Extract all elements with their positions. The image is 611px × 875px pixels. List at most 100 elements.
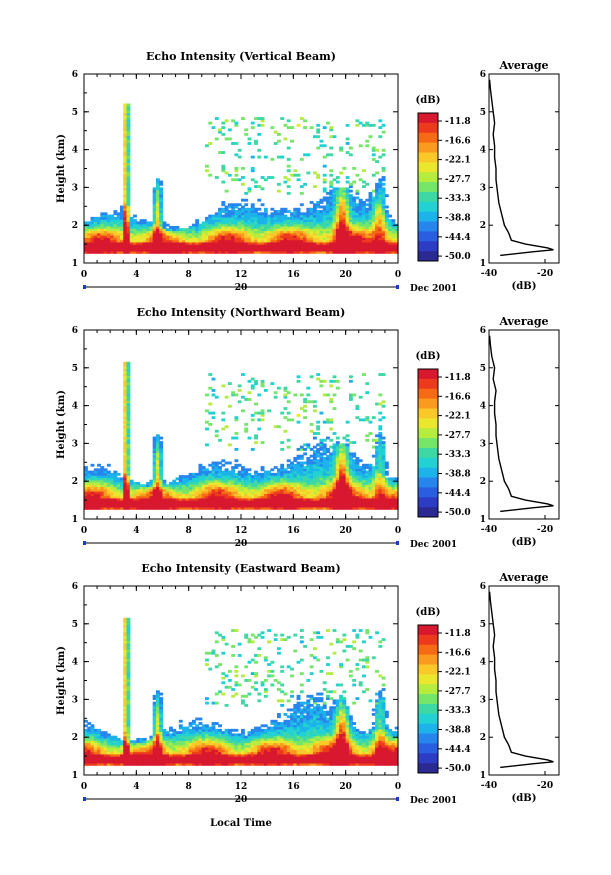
colorbar-swatch <box>418 497 438 508</box>
day-label: 20 <box>235 539 248 549</box>
y-tick-label: 5 <box>72 108 78 118</box>
colorbar-swatch <box>418 674 438 685</box>
colorbar-swatch <box>418 644 438 656</box>
y-tick-label: 2 <box>72 733 78 743</box>
colorbar-swatch <box>418 231 438 242</box>
y-tick-label: 5 <box>72 620 78 630</box>
average-y-tick-label: 1 <box>480 771 486 781</box>
colorbar-swatch <box>418 733 438 744</box>
average-y-tick-label: 4 <box>480 402 486 412</box>
colorbar-swatch <box>418 723 438 735</box>
colorbar-swatch <box>418 753 438 764</box>
average-y-tick-label: 2 <box>480 477 486 487</box>
colorbar-frame <box>417 112 439 262</box>
x-tick-label: 0 <box>81 782 87 792</box>
average-y-tick-label: 6 <box>480 582 486 592</box>
colorbar-swatch <box>418 152 438 163</box>
colorbar-label: -11.8 <box>445 373 471 383</box>
colorbar-label: -38.8 <box>445 214 471 224</box>
colorbar-swatch <box>418 447 438 459</box>
colorbar-label: -16.6 <box>445 136 471 146</box>
colorbar-swatch <box>418 703 438 715</box>
colorbar-swatch <box>418 654 438 665</box>
colorbar-label: -27.7 <box>445 175 471 185</box>
average-y-tick-label: 4 <box>480 658 486 668</box>
colorbar-swatch <box>418 418 438 429</box>
y-tick-label: 1 <box>72 771 78 781</box>
x-tick-label: 0 <box>395 270 401 280</box>
colorbar-frame <box>417 624 439 774</box>
colorbar-label: -16.6 <box>445 648 471 658</box>
average-x-label: (dB) <box>512 281 537 292</box>
average-y-tick-label: 3 <box>480 183 486 193</box>
colorbar-swatch <box>418 132 438 144</box>
x-tick-label: 4 <box>133 526 139 536</box>
average-x-label: (dB) <box>512 537 537 548</box>
average-profile-line <box>488 335 554 513</box>
x-tick-label: 16 <box>287 526 300 536</box>
colorbar-swatch <box>418 457 438 469</box>
average-y-tick-label: 3 <box>480 695 486 705</box>
x-tick-label: 12 <box>235 270 248 280</box>
colorbar-label: -33.3 <box>445 706 471 716</box>
average-x-tick-label: -40 <box>481 525 497 535</box>
colorbar-swatch <box>418 211 438 223</box>
x-axis-label: Local Time <box>210 818 272 829</box>
average-y-tick-label: 1 <box>480 515 486 525</box>
average-y-tick-label: 5 <box>480 108 486 118</box>
x-tick-label: 16 <box>287 270 300 280</box>
average-x-tick-label: -40 <box>481 269 497 279</box>
colorbar-swatch <box>418 113 438 124</box>
colorbar-swatch <box>418 201 438 213</box>
y-axis-label: Height (km) <box>56 134 67 203</box>
colorbar-swatch <box>418 378 438 390</box>
y-tick-label: 3 <box>72 695 78 705</box>
colorbar-swatch <box>418 241 438 252</box>
colorbar-swatch <box>418 634 438 646</box>
average-x-tick-label: -40 <box>481 781 497 791</box>
y-tick-label: 3 <box>72 439 78 449</box>
y-tick-label: 6 <box>72 70 78 80</box>
average-y-tick-label: 1 <box>480 259 486 269</box>
average-y-tick-label: 4 <box>480 146 486 156</box>
colorbar-label: -50.0 <box>445 764 471 774</box>
colorbar-swatch <box>418 487 438 498</box>
colorbar-swatch <box>418 162 438 173</box>
colorbar-label: -44.4 <box>445 489 471 499</box>
colorbar-label: -27.7 <box>445 431 471 441</box>
x-tick-label: 8 <box>186 526 192 536</box>
y-tick-label: 6 <box>72 326 78 336</box>
average-y-tick-label: 5 <box>480 620 486 630</box>
average-title: Average <box>498 59 548 72</box>
heatmap-cells <box>84 103 399 254</box>
colorbar-swatch <box>418 428 438 439</box>
colorbar-label: -50.0 <box>445 508 471 518</box>
heatmap-cells <box>84 617 399 766</box>
x-tick-label: 12 <box>235 782 248 792</box>
colorbar-swatch <box>418 477 438 488</box>
y-tick-label: 2 <box>72 477 78 487</box>
colorbar-swatch <box>418 664 438 675</box>
y-tick-label: 1 <box>72 259 78 269</box>
average-profile: Average 1 2 3 4 5 6 -40 -20(dB) <box>480 315 560 548</box>
colorbar-swatch <box>418 438 438 449</box>
average-y-tick-label: 2 <box>480 221 486 231</box>
colorbar-label: -11.8 <box>445 117 471 127</box>
average-profile: Average 1 2 3 4 5 6 -40 -20(dB) <box>480 571 560 804</box>
average-x-tick-label: -20 <box>537 525 553 535</box>
y-axis-label: Height (km) <box>56 390 67 459</box>
colorbar-swatch <box>418 467 438 479</box>
colorbar-swatch <box>418 625 438 636</box>
panel-title: Echo Intensity (Vertical Beam) <box>146 50 336 63</box>
average-frame <box>488 329 560 520</box>
average-y-tick-label: 3 <box>480 439 486 449</box>
colorbar-swatch <box>418 684 438 695</box>
colorbar-swatch <box>418 408 438 419</box>
x-tick-label: 0 <box>395 526 401 536</box>
colorbar-swatch <box>418 694 438 705</box>
average-title: Average <box>498 571 548 584</box>
y-axis-label: Height (km) <box>56 646 67 715</box>
